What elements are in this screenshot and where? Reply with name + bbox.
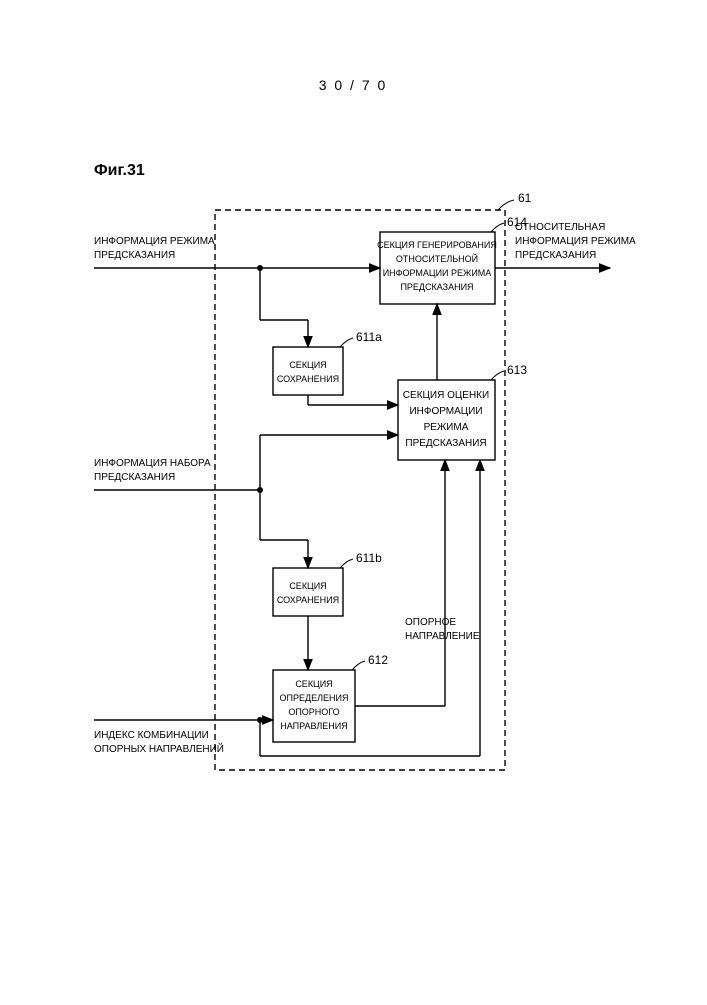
- block-611b-l2: СОХРАНЕНИЯ: [277, 595, 339, 605]
- block-613-l1: СЕКЦИЯ ОЦЕНКИ: [403, 390, 489, 401]
- block-613-l3: РЕЖИМА: [424, 422, 469, 433]
- block-611b-ref: 611b: [356, 551, 382, 565]
- block-613-ref: 613: [507, 363, 527, 377]
- block-612-l3: ОПОРНОГО: [288, 707, 339, 717]
- block-614-l2: ОТНОСИТЕЛЬНОЙ: [396, 253, 478, 264]
- block-611b-l1: СЕКЦИЯ: [289, 581, 326, 591]
- block-611a: [273, 347, 343, 395]
- figure-label: Фиг.31: [94, 162, 145, 179]
- block-612-leader: [352, 661, 365, 670]
- in2-l1: ИНФОРМАЦИЯ НАБОРА: [94, 458, 211, 469]
- block-611a-leader: [340, 338, 353, 347]
- block-614-leader: [491, 223, 504, 232]
- in1-l1: ИНФОРМАЦИЯ РЕЖИМА: [94, 236, 215, 247]
- out-l1: ОТНОСИТЕЛЬНАЯ: [515, 222, 605, 233]
- block-612-l1: СЕКЦИЯ: [295, 679, 332, 689]
- block-613-leader: [491, 371, 504, 380]
- block-611a-l2: СОХРАНЕНИЯ: [277, 374, 339, 384]
- block-612-l4: НАПРАВЛЕНИЯ: [280, 721, 348, 731]
- block-611b-leader: [340, 559, 353, 568]
- container-ref: 61: [518, 191, 532, 205]
- page-number: 3 0 / 7 0: [319, 77, 388, 93]
- in3-l2: ОПОРНЫХ НАПРАВЛЕНИЙ: [94, 742, 224, 755]
- block-613-l2: ИНФОРМАЦИИ: [409, 406, 482, 417]
- block-611a-ref: 611a: [356, 330, 382, 344]
- container-ref-leader: [498, 200, 514, 210]
- in1-l2: ПРЕДСКАЗАНИЯ: [94, 250, 175, 261]
- block-614-l4: ПРЕДСКАЗАНИЯ: [400, 282, 473, 292]
- block-611a-l1: СЕКЦИЯ: [289, 360, 326, 370]
- in3-l1: ИНДЕКС КОМБИНАЦИИ: [94, 730, 209, 741]
- out-l2: ИНФОРМАЦИЯ РЕЖИМА: [515, 236, 636, 247]
- block-614-l3: ИНФОРМАЦИИ РЕЖИМА: [383, 268, 492, 278]
- internal-label-l1: ОПОРНОЕ: [405, 617, 456, 628]
- block-614-l1: СЕКЦИЯ ГЕНЕРИРОВАНИЯ: [377, 240, 497, 250]
- in2-l2: ПРЕДСКАЗАНИЯ: [94, 472, 175, 483]
- page: 3 0 / 7 0 Фиг.31 61 СЕКЦИЯ ГЕНЕРИРОВАНИЯ…: [0, 0, 707, 1000]
- block-612-ref: 612: [368, 653, 388, 667]
- internal-label-l2: НАПРАВЛЕНИЕ: [405, 631, 480, 642]
- out-l3: ПРЕДСКАЗАНИЯ: [515, 250, 596, 261]
- diagram-svg: 3 0 / 7 0 Фиг.31 61 СЕКЦИЯ ГЕНЕРИРОВАНИЯ…: [0, 0, 707, 1000]
- block-611b: [273, 568, 343, 616]
- block-612-l2: ОПРЕДЕЛЕНИЯ: [280, 693, 349, 703]
- block-613-l4: ПРЕДСКАЗАНИЯ: [405, 438, 486, 449]
